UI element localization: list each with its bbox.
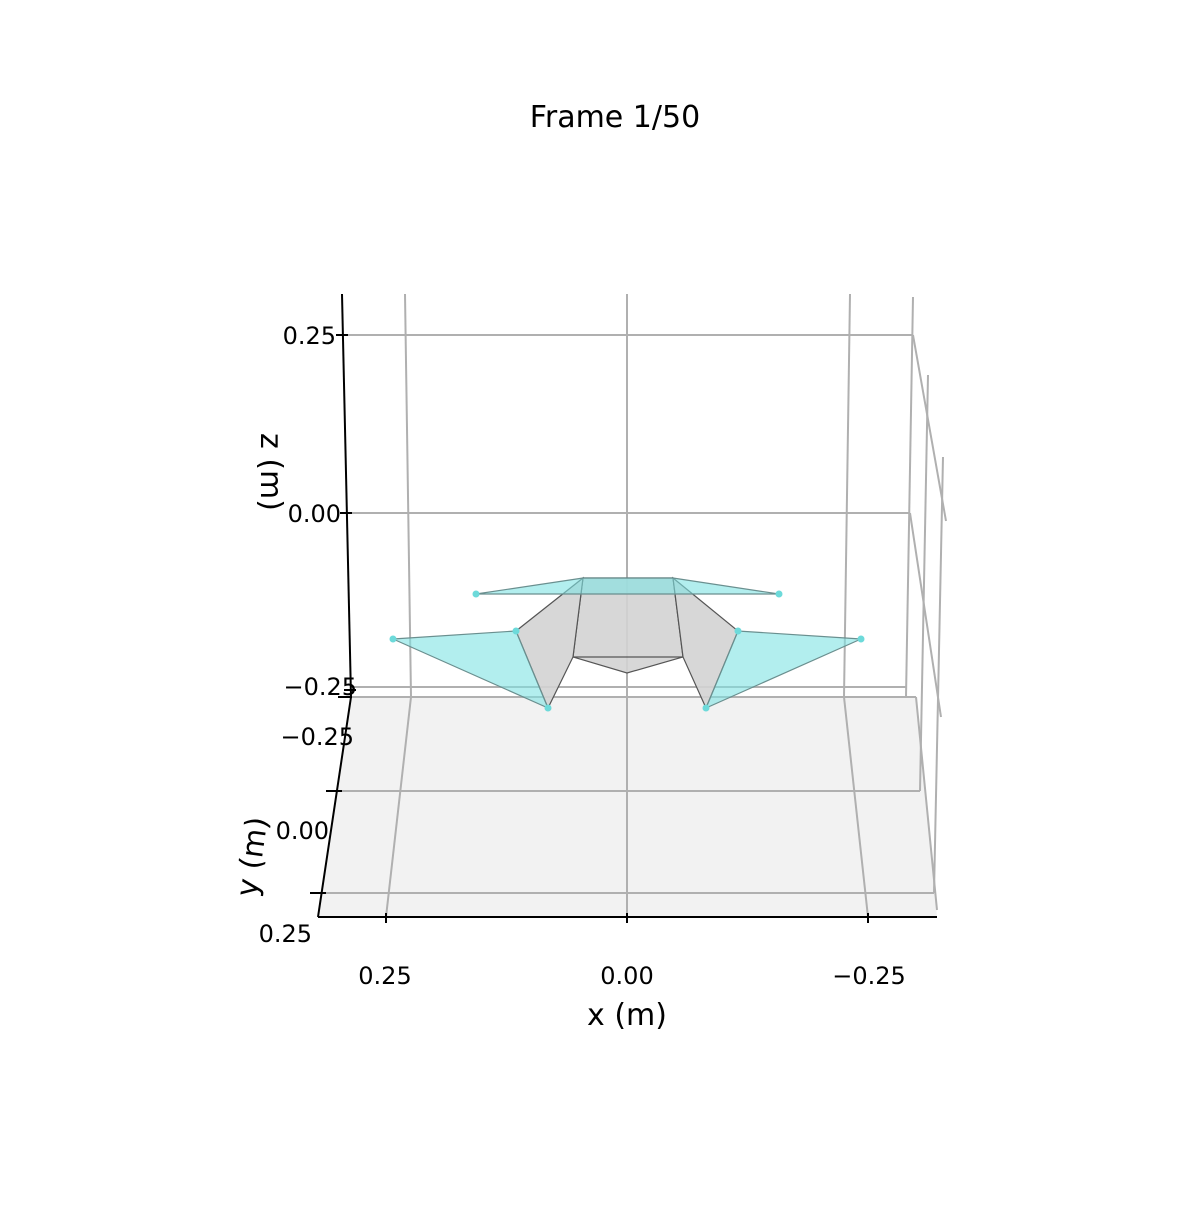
x-tick-label-3: −0.25 [832,962,906,990]
y-axis-line [317,696,352,918]
y-axis-label: y (m) [230,815,276,899]
z-axis-line [341,293,352,698]
grid-wall-edge [905,296,914,698]
z-tick-labels: 0.25 0.00 −0.25 [283,322,357,701]
marker-left-outer [389,635,397,643]
z-tick-label-1: 0.25 [283,322,336,350]
grid-x-right [843,293,851,698]
markers [389,590,865,712]
marker-left-bottom [544,704,552,712]
y-tick-label-3: 0.25 [259,920,312,948]
right-wing-flap [704,630,862,710]
chart-title: Frame 1/50 [530,100,700,135]
top-flap [475,577,780,595]
marker-right-bottom [702,704,710,712]
x-tick-label-2: 0.00 [600,962,653,990]
y-tick-label-2: 0.00 [276,817,329,845]
grid-lines [318,293,947,918]
left-wing-flap [392,630,550,710]
x-axis-label: x (m) [587,998,667,1033]
marker-right-upper [775,590,783,598]
grid-side-2 [909,512,942,718]
axes [310,293,937,923]
z-axis-label: z (m) [253,433,288,511]
y-tick-labels: −0.25 0.00 0.25 [259,723,354,948]
model [392,576,862,710]
y-tick-label-1: −0.25 [280,723,354,751]
x-tick-label-1: 0.25 [358,962,411,990]
marker-left-upper [472,590,480,598]
marker-left-inner [512,627,520,635]
grid-x-left [404,293,412,698]
grid-floor-x-left [385,696,412,918]
grid-floor-x-right [843,696,869,918]
grid-side-1 [912,334,947,522]
z-tick-label-3: −0.25 [283,673,357,701]
marker-right-outer [857,635,865,643]
grid-side-4 [933,456,944,894]
grid-side-3 [919,374,929,792]
marker-right-inner [734,627,742,635]
z-tick-label-2: 0.00 [288,500,341,528]
x-tick-labels: 0.25 0.00 −0.25 [358,962,905,990]
